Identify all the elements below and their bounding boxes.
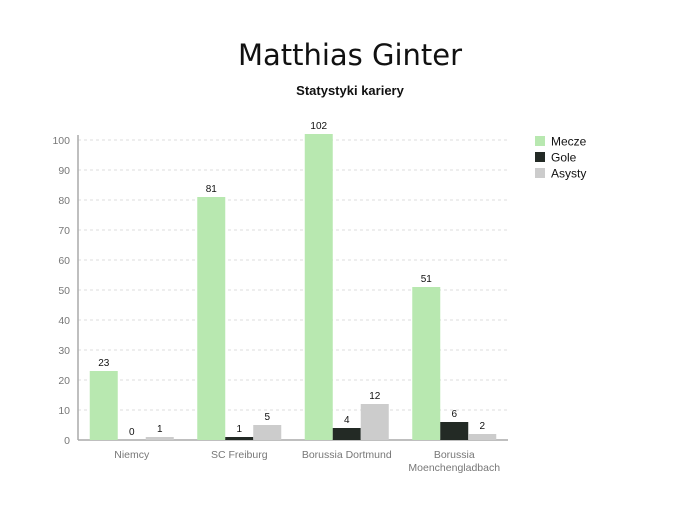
y-tick-label: 100 <box>52 135 70 147</box>
y-tick-label: 70 <box>58 225 70 237</box>
data-label: 81 <box>206 184 218 195</box>
x-tick-label: SC Freiburg <box>211 449 268 461</box>
y-tick-label: 0 <box>64 435 70 447</box>
data-label: 1 <box>236 424 242 435</box>
y-tick-label: 40 <box>58 315 70 327</box>
legend-swatch <box>535 168 545 178</box>
x-tick-label: Niemcy <box>114 449 150 461</box>
data-label: 12 <box>369 391 381 402</box>
data-label: 0 <box>129 427 135 438</box>
bar-asysty <box>468 434 497 440</box>
data-label: 102 <box>310 121 327 132</box>
y-tick-label: 10 <box>58 405 70 417</box>
legend-swatch <box>535 152 545 162</box>
bar-gole <box>440 422 469 440</box>
y-tick-label: 80 <box>58 195 70 207</box>
x-tick-label-line: Borussia Dortmund <box>302 449 392 461</box>
x-tick-label-line: SC Freiburg <box>211 449 268 461</box>
x-tick-label-line: Moenchengladbach <box>408 462 500 474</box>
y-tick-label: 90 <box>58 165 70 177</box>
legend-label: Mecze <box>551 135 587 149</box>
data-label: 4 <box>344 415 350 426</box>
legend-label: Gole <box>551 151 577 165</box>
x-tick-label: Borussia Moenchengladbach <box>408 449 500 474</box>
y-tick-label: 20 <box>58 375 70 387</box>
y-tick-label: 30 <box>58 345 70 357</box>
data-label: 2 <box>479 421 485 432</box>
x-tick-label: Borussia Dortmund <box>302 449 392 461</box>
y-tick-label: 60 <box>58 255 70 267</box>
x-tick-label-line: Niemcy <box>114 449 150 461</box>
chart-subtitle: Statystyki kariery <box>296 83 404 98</box>
bar-gole <box>225 437 254 440</box>
legend-swatch <box>535 136 545 146</box>
bar-asysty <box>360 404 389 440</box>
data-label: 6 <box>451 409 457 420</box>
data-label: 51 <box>421 274 433 285</box>
bar-mecze <box>412 287 441 440</box>
y-tick-label: 50 <box>58 285 70 297</box>
data-label: 5 <box>264 412 270 423</box>
legend-label: Asysty <box>551 167 586 181</box>
bar-asysty <box>145 437 174 440</box>
bar-gole <box>332 428 361 440</box>
bar-mecze <box>89 371 118 440</box>
data-label: 23 <box>98 358 110 369</box>
x-tick-label-line: Borussia <box>434 449 475 461</box>
bar-asysty <box>253 425 282 440</box>
bar-mecze <box>304 134 333 440</box>
data-label: 1 <box>157 424 163 435</box>
bar-mecze <box>197 197 226 440</box>
chart-title: Matthias Ginter <box>237 38 463 72</box>
